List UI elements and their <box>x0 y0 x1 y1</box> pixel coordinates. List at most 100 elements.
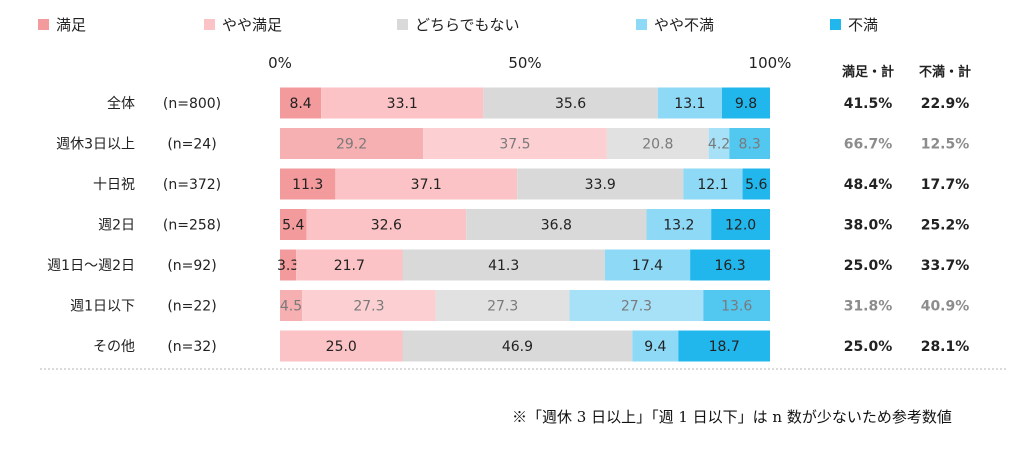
legend-label: どちらでもない <box>415 16 520 34</box>
n-label: (n=258) <box>163 218 221 234</box>
bar-segment <box>721 87 770 119</box>
dissatisfied-total: 28.1% <box>921 339 970 355</box>
n-label: (n=372) <box>163 177 221 193</box>
bar-segment <box>280 168 336 200</box>
bar-segment <box>604 249 691 281</box>
category-label: 全体 <box>107 95 135 112</box>
bar-segment <box>280 290 303 321</box>
bar-segment <box>402 330 633 362</box>
satisfied-total: 25.0% <box>844 258 893 274</box>
x-tick-label: 50% <box>508 54 541 72</box>
category-label: 週1日以下 <box>70 299 135 315</box>
legend-swatch <box>397 19 408 30</box>
bar-segment <box>280 330 403 362</box>
n-label: (n=22) <box>167 299 216 315</box>
segment-label: 9.4 <box>644 339 666 355</box>
segment-label: 4.2 <box>708 137 730 153</box>
dissatisfied-total: 22.9% <box>921 96 970 112</box>
segment-label: 12.1 <box>697 177 728 193</box>
bar-segment <box>402 249 605 281</box>
bar-segment <box>517 168 684 200</box>
legend-item: 不満 <box>830 14 878 35</box>
satisfied-total: 41.5% <box>844 96 893 112</box>
legend-label: 不満 <box>848 16 879 34</box>
segment-label: 25.0 <box>326 339 357 355</box>
segment-label: 35.6 <box>555 96 586 112</box>
segment-label: 13.2 <box>663 218 694 234</box>
n-label: (n=92) <box>167 258 216 274</box>
bar-segment <box>690 249 770 281</box>
x-tick-label: 0% <box>268 54 292 72</box>
bar-segment <box>683 168 743 200</box>
bar-segment <box>302 290 436 321</box>
category-label: 週2日 <box>98 218 135 234</box>
segment-label: 11.3 <box>292 177 323 193</box>
n-label: (n=32) <box>167 339 216 355</box>
legend-swatch <box>38 19 49 30</box>
summary-header: 不満・計 <box>919 64 971 80</box>
segment-label: 13.6 <box>721 299 752 315</box>
legend-item: やや不満 <box>636 14 714 35</box>
segment-label: 4.5 <box>280 299 302 315</box>
segment-label: 33.1 <box>387 96 418 112</box>
bar-segment <box>466 209 647 240</box>
legend-item: 満足 <box>38 14 86 35</box>
segment-label: 37.5 <box>499 137 530 153</box>
dissatisfied-total: 33.7% <box>921 258 970 274</box>
bar-segment <box>296 249 403 281</box>
dissatisfied-total: 17.7% <box>921 177 970 193</box>
x-tick-label: 100% <box>749 54 792 72</box>
legend-item: どちらでもない <box>397 14 520 35</box>
segment-label: 8.3 <box>739 137 761 153</box>
bar-segment <box>435 290 570 321</box>
legend-item: やや満足 <box>204 14 282 35</box>
bar-segment <box>657 87 722 119</box>
n-label: (n=24) <box>167 137 216 153</box>
satisfied-total: 25.0% <box>844 339 893 355</box>
bar-segment <box>606 128 709 159</box>
footnote: ※「週休 3 日以上」「週 1 日以下」は n 数が少ないため参考数値 <box>512 408 952 426</box>
segment-label: 21.7 <box>334 258 365 274</box>
segment-label: 9.8 <box>735 96 757 112</box>
legend: 満足 やや満足 どちらでもない やや不満 不満 <box>0 0 1033 40</box>
dissatisfied-total: 40.9% <box>921 299 970 315</box>
bar-segment <box>703 290 770 321</box>
segment-label: 5.6 <box>745 177 767 193</box>
bar-segment <box>280 128 424 159</box>
bar-segment <box>423 128 607 159</box>
category-label: その他 <box>93 339 135 355</box>
n-label: (n=800) <box>163 96 221 112</box>
bar-segment <box>711 209 770 240</box>
segment-label: 18.7 <box>709 339 740 355</box>
summary-header: 満足・計 <box>842 64 894 80</box>
bar-segment <box>321 87 484 119</box>
bar-segment <box>742 168 770 200</box>
category-label: 週1日〜週2日 <box>47 258 135 274</box>
segment-label: 41.3 <box>488 258 519 274</box>
segment-label: 37.1 <box>411 177 442 193</box>
legend-swatch <box>830 19 841 30</box>
segment-label: 12.0 <box>725 218 756 234</box>
bar-segment <box>335 168 518 200</box>
segment-label: 46.9 <box>502 339 533 355</box>
bar-segment <box>708 128 730 159</box>
dissatisfied-total: 12.5% <box>921 137 970 153</box>
segment-label: 13.1 <box>674 96 705 112</box>
segment-label: 16.3 <box>714 258 745 274</box>
segment-label: 17.4 <box>632 258 663 274</box>
segment-label: 29.2 <box>336 137 367 153</box>
satisfied-total: 66.7% <box>844 137 893 153</box>
legend-swatch <box>636 19 647 30</box>
category-label: 週休3日以上 <box>56 137 135 153</box>
bar-segment <box>646 209 712 240</box>
bar-segment <box>306 209 467 240</box>
legend-swatch <box>204 19 215 30</box>
segment-label: 5.4 <box>282 218 304 234</box>
satisfied-total: 38.0% <box>844 218 893 234</box>
dissatisfied-total: 25.2% <box>921 218 970 234</box>
bar-segment <box>483 87 658 119</box>
stacked-bar-chart: 0% 50% 100% 満足・計 不満・計全体 (n=800) 8.4 33.1 35.6 13.… <box>40 54 1008 370</box>
category-label: 十日祝 <box>93 177 135 193</box>
bar-segment <box>280 87 322 119</box>
segment-label: 20.8 <box>642 137 673 153</box>
